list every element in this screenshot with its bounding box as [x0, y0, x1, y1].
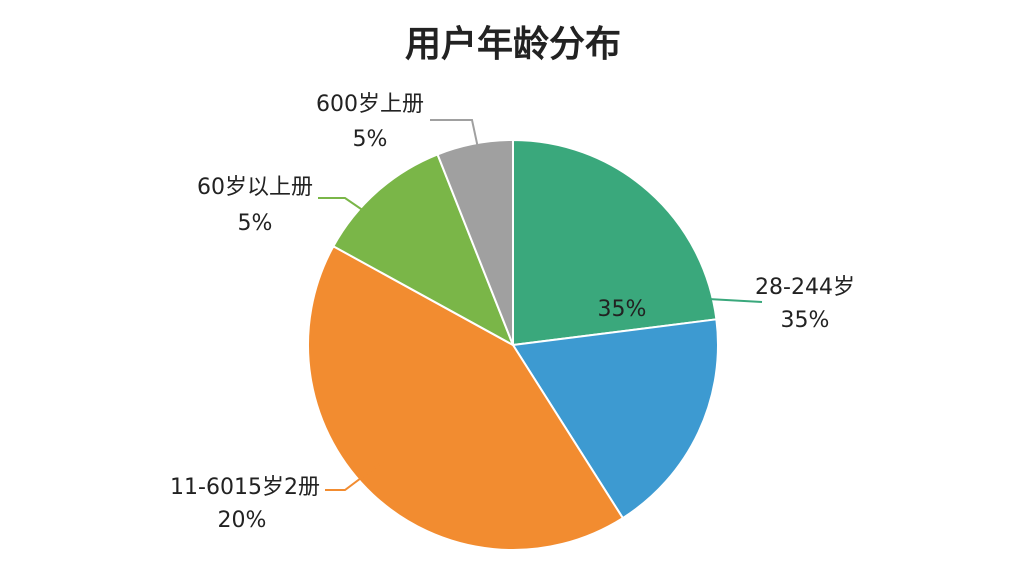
pie-slice: [331, 153, 515, 348]
slice-label: 60岁以上册: [197, 175, 313, 200]
slice-label: 600岁上册: [316, 92, 424, 117]
leader-line: [430, 119, 479, 149]
pie-slice: [511, 318, 719, 520]
chart-title: 用户年龄分布: [405, 24, 621, 65]
inner-label: 35%: [598, 297, 647, 322]
leader-line: [325, 459, 386, 491]
pie-slice: [307, 244, 625, 551]
slice-label: 11-6015岁2册: [170, 475, 320, 500]
percent-label: 5%: [353, 127, 388, 152]
leader-line: [689, 297, 763, 303]
percent-label: 20%: [218, 508, 267, 533]
percent-label: 5%: [238, 211, 273, 236]
percent-label: 35%: [781, 308, 830, 333]
pie-slice: [436, 138, 514, 346]
leader-line: [318, 197, 381, 223]
pie-slice: [512, 138, 718, 347]
slice-label: 28-244岁: [755, 275, 855, 300]
